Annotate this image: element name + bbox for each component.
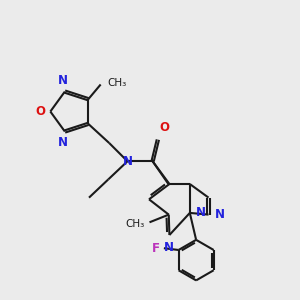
Text: F: F <box>152 242 160 255</box>
Text: N: N <box>215 208 225 221</box>
Text: N: N <box>122 155 133 168</box>
Text: CH₃: CH₃ <box>125 219 144 229</box>
Text: N: N <box>164 241 174 254</box>
Text: N: N <box>196 206 206 219</box>
Text: CH₃: CH₃ <box>107 78 126 88</box>
Text: N: N <box>58 74 68 87</box>
Text: O: O <box>160 122 170 134</box>
Text: N: N <box>58 136 68 149</box>
Text: O: O <box>35 105 45 118</box>
